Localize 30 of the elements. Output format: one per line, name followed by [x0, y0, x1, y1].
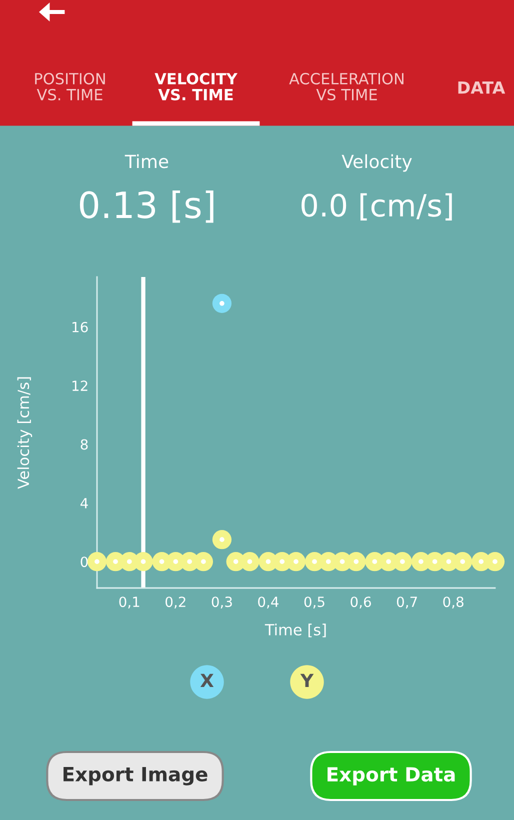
x-tick-label: 0,4	[258, 596, 278, 608]
text: Export Image	[64, 767, 208, 786]
x-tick-label: 0,6	[350, 596, 371, 608]
x-tick-label: 0,7	[396, 596, 417, 608]
point	[87, 552, 107, 572]
text: VELOCITY VS. TIME	[154, 72, 238, 100]
text: Y	[300, 674, 314, 687]
x-axis-title: Time [s]	[264, 624, 326, 638]
point	[212, 530, 232, 550]
text: 0.0 [cm/s]	[302, 193, 452, 220]
y-tick-label: 12	[72, 380, 88, 391]
text: ACCELERATION VS TIME	[289, 72, 404, 100]
y-tick-label: 16	[72, 322, 88, 332]
y-tick-label: 8	[80, 439, 88, 450]
text: Export Data	[328, 767, 455, 786]
x-tick-label: 0,5	[304, 596, 324, 608]
text: Time	[124, 154, 168, 168]
x-tick-label: 0,2	[166, 596, 186, 608]
x-tick-label: 0,1	[119, 596, 140, 608]
text: Velocity	[342, 154, 412, 172]
text: DATA	[458, 81, 506, 94]
x-tick-label: 0,3	[212, 596, 232, 608]
x-tick-label: 0,8	[443, 596, 464, 608]
y-axis-title: Velocity [cm/s]	[17, 377, 32, 489]
y-tick-label: 0	[80, 556, 88, 568]
text: 0.13 [s]	[80, 190, 214, 223]
y-tick-label: 4	[80, 498, 88, 508]
point	[212, 294, 232, 313]
text: X	[200, 674, 214, 687]
text: POSITION VS. TIME	[35, 72, 105, 100]
